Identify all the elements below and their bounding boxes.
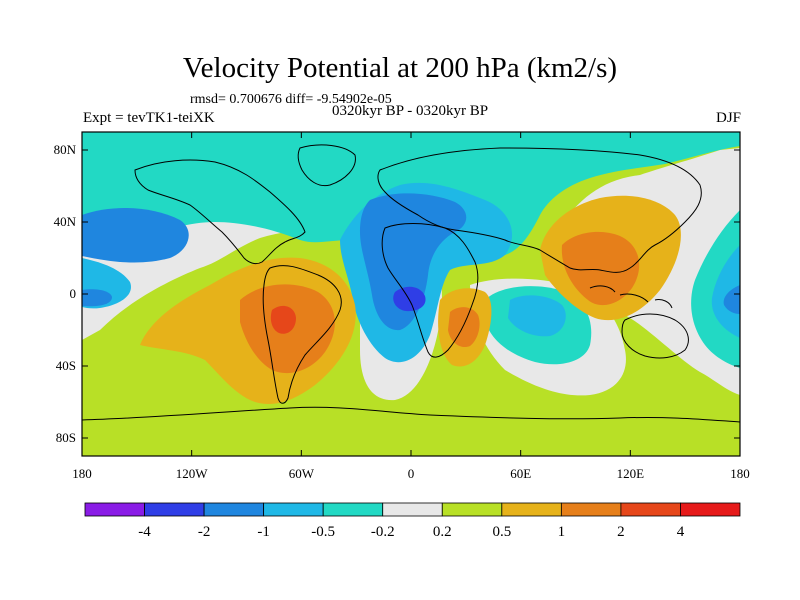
coastline-africa bbox=[381, 223, 479, 358]
colorbar-swatch bbox=[84, 502, 145, 517]
colorbar-label: -4 bbox=[138, 524, 151, 540]
colorbar-swatch bbox=[382, 502, 443, 517]
experiment-label: Expt = tevTK1-teiXK bbox=[83, 110, 215, 126]
colorbar-swatch bbox=[680, 502, 741, 517]
x-tick-label: 0 bbox=[408, 466, 415, 481]
colorbar-swatch bbox=[144, 502, 205, 517]
colorbar-label: -0.5 bbox=[311, 524, 335, 540]
southern-africa-positive-region bbox=[448, 307, 480, 348]
stats-label: rmsd= 0.700676 diff= -9.54902e-05 bbox=[190, 92, 392, 107]
colorbar-swatch bbox=[620, 502, 681, 517]
contour-fill bbox=[82, 132, 740, 456]
x-tick-label: 120W bbox=[176, 466, 209, 481]
colorbar-label: 4 bbox=[677, 524, 685, 540]
y-tick-label: 0 bbox=[70, 286, 77, 301]
colorbar-label: -2 bbox=[198, 524, 211, 540]
colorbar-label: 0.2 bbox=[433, 524, 452, 540]
west-pacific-negative-region bbox=[723, 285, 740, 314]
chart-title: Velocity Potential at 200 hPa (km2/s) bbox=[182, 52, 618, 84]
x-axis: 180 120W 60W 0 60E 120E 180 bbox=[72, 132, 750, 481]
colorbar: -4 -2 -1 -0.5 -0.2 0.2 0.5 1 2 4 bbox=[84, 502, 741, 540]
colorbar-swatch bbox=[560, 502, 622, 517]
coastlines bbox=[82, 144, 740, 423]
y-axis: 80N 40N 0 40S 80S bbox=[54, 142, 740, 445]
y-tick-label: 40N bbox=[54, 214, 77, 229]
coastline-maritime-continent bbox=[589, 285, 673, 309]
colorbar-swatch bbox=[501, 502, 562, 517]
colorbar-swatch bbox=[263, 502, 324, 517]
x-tick-label: 180 bbox=[72, 466, 92, 481]
north-pacific-negative-region bbox=[82, 208, 189, 263]
season-label: DJF bbox=[715, 110, 741, 126]
period-label: 0320kyr BP - 0320kyr BP bbox=[331, 103, 489, 119]
x-tick-label: 120E bbox=[617, 466, 645, 481]
indian-ocean-negative-region bbox=[508, 295, 566, 337]
colorbar-label: -0.2 bbox=[371, 524, 395, 540]
east-asia-positive-region bbox=[561, 231, 640, 306]
coastline-south-america bbox=[262, 265, 342, 404]
colorbar-swatch bbox=[322, 502, 384, 517]
colorbar-label: 1 bbox=[558, 524, 566, 540]
coastline-eurasia bbox=[377, 147, 702, 273]
west-pacific-negative-region bbox=[711, 245, 740, 338]
coastline-australia bbox=[621, 313, 689, 359]
colorbar-label: 2 bbox=[617, 524, 625, 540]
colorbar-label: -1 bbox=[257, 524, 270, 540]
x-tick-label: 60W bbox=[289, 466, 315, 481]
colorbar-swatch bbox=[441, 502, 503, 517]
south-america-maximum-region bbox=[270, 305, 296, 334]
y-tick-label: 80S bbox=[56, 430, 76, 445]
coastline-antarctica bbox=[82, 406, 740, 423]
y-tick-label: 40S bbox=[56, 358, 76, 373]
west-pacific-negative-region bbox=[82, 289, 112, 307]
coastline-greenland bbox=[297, 144, 356, 187]
x-tick-label: 60E bbox=[510, 466, 531, 481]
colorbar-label: 0.5 bbox=[492, 524, 511, 540]
y-tick-label: 80N bbox=[54, 142, 77, 157]
coastline-north-america bbox=[134, 159, 306, 265]
x-tick-label: 180 bbox=[730, 466, 750, 481]
colorbar-swatch bbox=[203, 502, 265, 517]
